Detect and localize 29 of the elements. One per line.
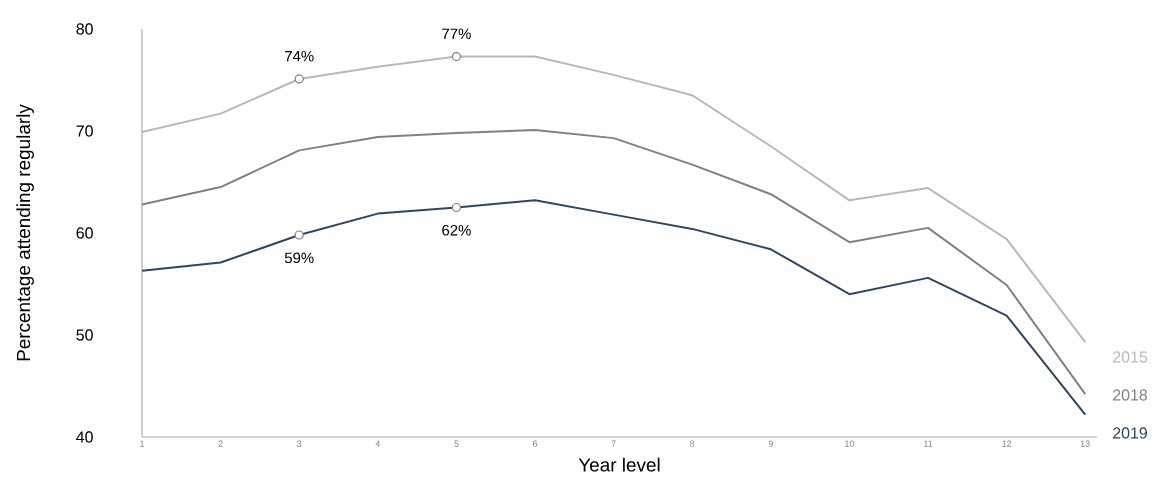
x-tick-label: 13	[1080, 440, 1090, 447]
x-tick-label: 4	[375, 440, 381, 447]
y-tick-label: 80	[76, 23, 93, 35]
x-tick-label: 2	[218, 440, 223, 447]
line-series	[141, 128, 1087, 396]
x-tick-label: 3	[297, 440, 302, 447]
annotation: 59%	[284, 252, 314, 264]
x-tick-label: 11	[924, 440, 933, 447]
y-tick-label: 70	[76, 125, 93, 137]
series-label: 2015	[1113, 351, 1148, 363]
y-tick-label: 40	[76, 431, 93, 443]
x-tick-label: 6	[532, 440, 538, 447]
x-tick-label: 1	[140, 440, 145, 447]
x-tick-label: 7	[611, 440, 616, 447]
x-tick-label: 5	[454, 440, 459, 447]
series-label: 2019	[1113, 427, 1147, 439]
annotation: 77%	[442, 28, 471, 40]
series-label: 2018	[1113, 389, 1148, 401]
line-series	[141, 199, 1087, 416]
x-tick-label: 9	[768, 440, 773, 447]
annotation: 74%	[285, 51, 314, 62]
y-tick-label: 50	[76, 329, 93, 341]
x-tick-label: 10	[845, 440, 855, 447]
x-tick-label: 12	[1002, 440, 1012, 447]
x-tick-label: 8	[690, 440, 695, 447]
y-tick-label: 60	[76, 227, 93, 239]
y-axis-title: Percentage attending regularly	[16, 104, 34, 361]
x-axis-title: Year level	[578, 457, 660, 472]
annotation: 62%	[442, 225, 471, 236]
